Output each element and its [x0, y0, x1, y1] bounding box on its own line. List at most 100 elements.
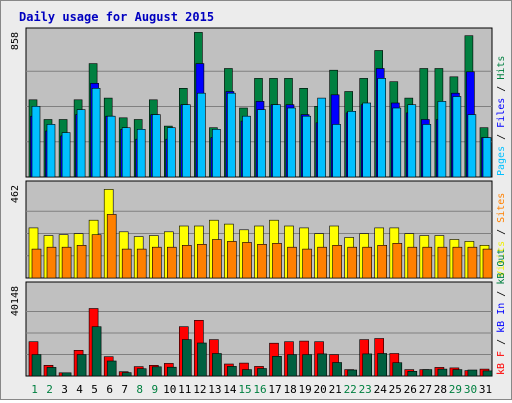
bar-sites: [76, 245, 87, 279]
bar-kb-out: [152, 366, 162, 377]
legend-entry: kB F: [496, 351, 507, 375]
bar-kb-out: [106, 360, 117, 377]
x-tick-label: 24: [374, 383, 388, 396]
bar-sites: [91, 234, 102, 279]
bar-kb-out: [61, 372, 72, 377]
legend-entry: /: [496, 128, 507, 146]
bar-sites: [31, 248, 42, 279]
x-tick-label: 19: [298, 383, 311, 396]
bar-sites: [482, 248, 493, 279]
bar-pages: [347, 111, 357, 178]
bar-sites: [152, 246, 162, 279]
bar-pages: [392, 107, 402, 178]
x-tick-label: 8: [136, 383, 143, 396]
bar-sites: [347, 246, 358, 279]
x-tick-label: 10: [163, 383, 176, 396]
x-tick-label: 23: [359, 383, 372, 396]
bar-pages: [332, 124, 341, 178]
bar-sites: [437, 246, 448, 279]
bar-kb-out: [227, 366, 237, 377]
bar-kb-out: [257, 368, 267, 377]
x-tick-label: 15: [238, 383, 251, 396]
bar-sites: [332, 245, 342, 279]
legend-entry: kB In: [496, 303, 507, 333]
bar-sites: [287, 246, 297, 279]
panel-top-max-label: 858: [10, 32, 21, 50]
bar-kb-out: [302, 354, 312, 377]
bar-sites: [257, 244, 267, 279]
bar-kb-out: [332, 362, 342, 377]
x-tick-label: 28: [434, 383, 447, 396]
bar-sites: [167, 246, 177, 279]
bar-pages: [257, 109, 266, 178]
bar-pages: [91, 88, 101, 178]
bar-pages: [482, 137, 492, 178]
bar-sites: [242, 242, 252, 279]
x-tick-label: 14: [223, 383, 237, 396]
bar-kb-out: [482, 370, 493, 377]
bar-kb-out: [437, 368, 448, 377]
bar-sites: [377, 245, 388, 279]
x-tick-label: 26: [404, 383, 417, 396]
bar-pages: [121, 127, 131, 178]
x-tick-label: 2: [46, 383, 53, 396]
bar-pages: [362, 102, 372, 178]
legend-entry: Pages: [496, 146, 507, 176]
bar-sites: [227, 241, 237, 279]
bar-pages: [227, 92, 236, 178]
x-tick-label: 27: [419, 383, 432, 396]
bar-pages: [31, 106, 41, 178]
bar-sites: [467, 246, 478, 279]
x-tick-label: 6: [106, 383, 113, 396]
bar-pages: [136, 129, 146, 178]
x-tick-label: 7: [121, 383, 128, 396]
bar-pages: [272, 104, 281, 178]
bar-kb-out: [76, 354, 87, 377]
legend-entry: kB Out: [496, 249, 507, 285]
bar-kb-out: [182, 339, 192, 377]
x-tick-label: 1: [31, 383, 38, 396]
x-tick-label: 31: [479, 383, 492, 396]
bar-sites: [106, 214, 117, 279]
bar-kb-out: [407, 370, 418, 377]
bar-pages: [61, 132, 71, 178]
x-tick-label: 3: [61, 383, 68, 396]
bar-kb-out: [46, 367, 57, 377]
bar-pages: [317, 97, 326, 178]
bar-sites: [121, 248, 132, 279]
chart-title: Daily usage for August 2015: [19, 10, 214, 24]
bar-pages: [422, 124, 432, 178]
bar-sites: [302, 248, 312, 279]
legend-entry: /: [496, 80, 507, 98]
bar-kb-out: [242, 369, 252, 377]
bar-pages: [106, 115, 116, 178]
x-tick-label: 20: [313, 383, 326, 396]
x-tick-label: 13: [208, 383, 221, 396]
bar-pages: [302, 115, 311, 178]
bar-kb-out: [392, 362, 403, 377]
bar-sites: [452, 246, 463, 279]
x-tick-label: 12: [193, 383, 206, 396]
bar-pages: [437, 101, 447, 178]
bar-pages: [377, 78, 387, 178]
x-tick-label: 5: [91, 383, 98, 396]
bar-kb-out: [347, 369, 358, 377]
legend-entry: /: [496, 333, 507, 351]
x-tick-label: 9: [151, 383, 158, 396]
legend-entry: Sites: [496, 193, 507, 223]
bar-pages: [287, 107, 296, 178]
bar-kb-out: [377, 353, 388, 377]
bar-sites: [61, 246, 72, 279]
bar-kb-out: [287, 354, 297, 377]
bar-kb-out: [167, 366, 177, 377]
x-tick-label: 18: [283, 383, 296, 396]
x-tick-label: 17: [268, 383, 281, 396]
bar-kb-out: [467, 369, 478, 377]
legend-entry: /: [496, 285, 507, 303]
bar-pages: [197, 92, 206, 178]
bar-pages: [407, 104, 417, 178]
bar-kb-out: [212, 353, 222, 377]
bar-pages: [76, 109, 86, 178]
